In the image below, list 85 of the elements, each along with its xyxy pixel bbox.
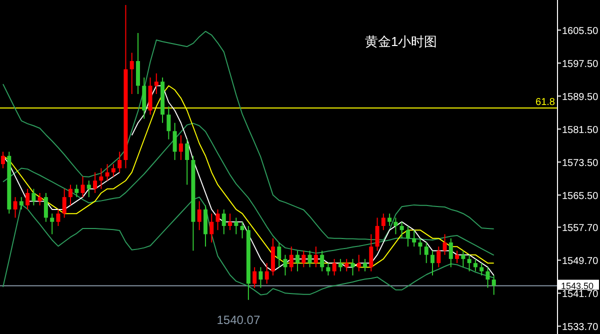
candlestick	[50, 213, 54, 235]
candlestick	[277, 242, 282, 268]
y-tick-label: 1573.50	[562, 158, 599, 170]
y-tick-label: 1557.70	[562, 223, 599, 234]
candlestick	[178, 134, 183, 160]
candlestick	[381, 213, 386, 231]
candlestick	[252, 266, 257, 288]
candlestick	[38, 192, 42, 206]
candlestick	[314, 246, 318, 268]
candlestick	[320, 250, 324, 272]
candlestick	[154, 72, 158, 95]
candlestick	[264, 262, 269, 284]
y-tick-label: 1533.70	[562, 322, 599, 334]
candlestick	[442, 234, 447, 256]
candlestick	[467, 254, 472, 272]
candlestick	[388, 213, 392, 226]
candlestick	[436, 246, 441, 268]
candlestick	[1, 151, 5, 169]
candlestick	[486, 266, 490, 288]
candlestick	[222, 208, 226, 235]
candlestick	[19, 196, 24, 210]
candlestick	[86, 180, 91, 198]
candlestick	[240, 221, 244, 239]
candlestick	[424, 242, 428, 264]
candlestick	[44, 192, 48, 222]
candlestick	[461, 250, 466, 268]
y-tick-label: 1597.50	[562, 59, 599, 70]
candlestick	[369, 234, 374, 272]
candlestick	[210, 213, 214, 243]
candlestick	[172, 122, 177, 160]
candlestick	[400, 221, 404, 239]
candlestick	[356, 254, 361, 272]
candlestick	[118, 151, 122, 173]
candlestick	[350, 258, 355, 276]
candlestick	[62, 188, 66, 218]
candlestick	[430, 250, 435, 276]
candlestick	[418, 238, 422, 256]
candlestick	[296, 250, 300, 272]
candlestick	[448, 238, 453, 268]
candlestick	[455, 250, 460, 264]
candlestick	[105, 164, 110, 182]
y-tick-label: 1565.50	[562, 191, 599, 202]
candlestick	[338, 258, 342, 272]
candlestick	[166, 106, 171, 140]
y-tick-label: 1581.50	[562, 125, 599, 136]
candlestick	[308, 250, 312, 268]
candlestick	[492, 274, 496, 296]
y-tick-label: 1589.50	[562, 92, 599, 104]
ref-line-label: 1543.50	[561, 280, 594, 291]
candlestick	[228, 213, 232, 231]
candlestick	[375, 217, 380, 252]
candlestick	[56, 208, 60, 226]
candlestick	[326, 262, 330, 276]
candlestick	[258, 266, 263, 288]
candlestick	[363, 258, 368, 272]
candlestick	[234, 217, 238, 235]
annotation: 61.8	[536, 97, 556, 108]
candlestick	[99, 168, 104, 190]
y-tick-label: 1605.50	[562, 26, 599, 38]
text: 黄金1小时图	[365, 34, 438, 49]
candlestick	[332, 258, 336, 276]
candlestick	[93, 172, 98, 194]
y-tick-label: 1549.70	[562, 256, 599, 268]
candlestick	[216, 208, 220, 231]
candlestick	[289, 246, 294, 272]
candlestick	[80, 176, 85, 198]
candlestick	[26, 188, 30, 210]
candlestick	[32, 188, 36, 206]
candlestick	[68, 184, 72, 206]
candlestick	[185, 138, 190, 186]
candlestick	[283, 254, 288, 276]
candlestick	[13, 196, 18, 218]
y-tick-label: 1541.70	[562, 289, 599, 300]
candlestick	[412, 230, 416, 248]
candlestick	[406, 225, 410, 248]
candlestick	[394, 217, 398, 235]
candlestick	[130, 52, 134, 95]
candlestick	[473, 258, 478, 272]
candlestick	[111, 164, 116, 177]
candlestick	[197, 200, 202, 231]
candlestick	[74, 184, 79, 198]
candlestick	[344, 258, 349, 272]
annotation: 1540.07	[216, 312, 260, 327]
candlestick	[480, 262, 484, 276]
candlestick	[302, 250, 306, 268]
